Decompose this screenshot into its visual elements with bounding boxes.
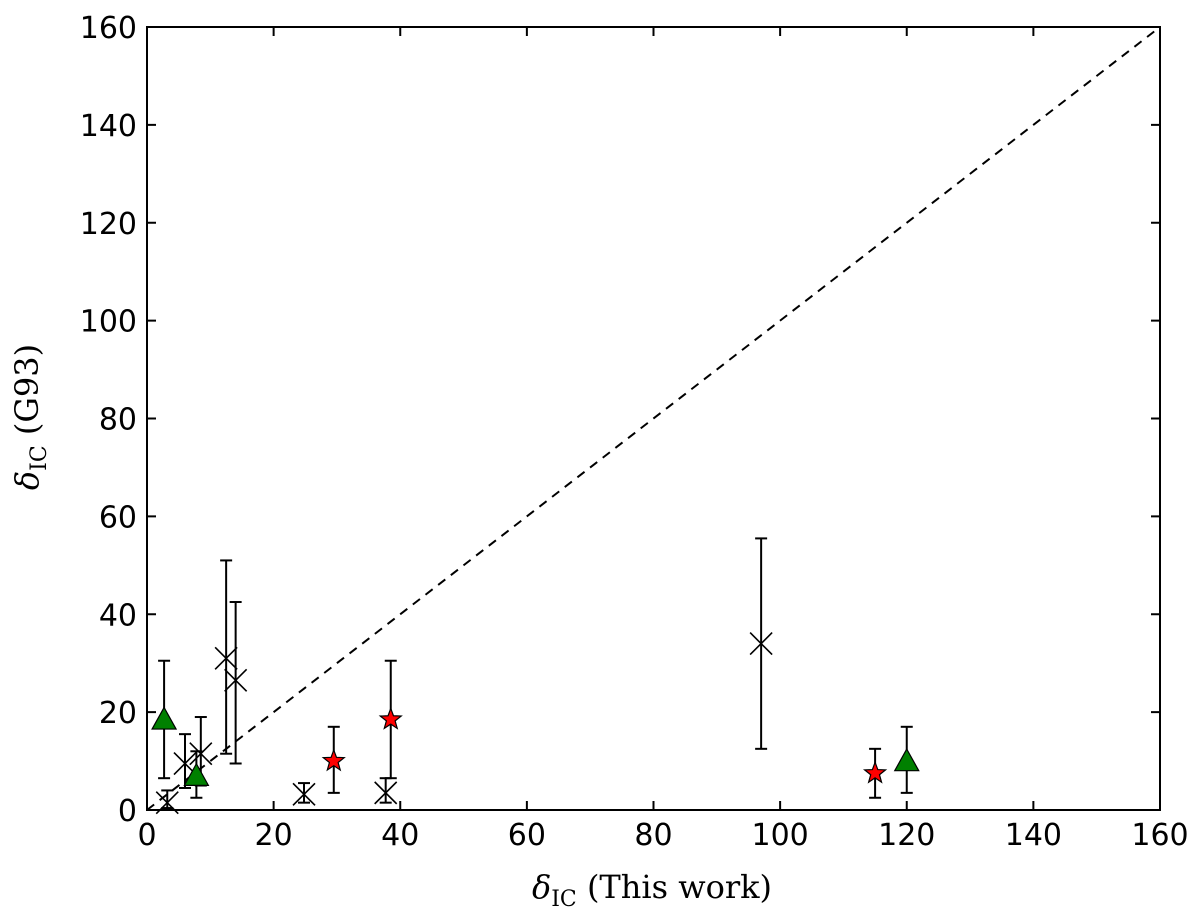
y-tick-label: 40 bbox=[99, 598, 137, 633]
y-tick-label: 80 bbox=[99, 403, 137, 438]
x-marker-stroke bbox=[292, 782, 316, 806]
x-tick-label: 40 bbox=[381, 818, 419, 853]
star-marker bbox=[321, 748, 346, 772]
x-tick-label: 0 bbox=[137, 818, 156, 853]
y-tick-label: 60 bbox=[99, 500, 137, 535]
x-marker-stroke bbox=[173, 751, 197, 776]
y-tick-label: 0 bbox=[118, 794, 137, 829]
triangle-marker bbox=[151, 706, 178, 730]
y-tick-label: 160 bbox=[80, 11, 137, 46]
x-axis-label-subscript: IC bbox=[551, 887, 577, 912]
x-tick-label: 120 bbox=[878, 818, 935, 853]
y-tick-label: 100 bbox=[80, 305, 137, 340]
x-marker bbox=[292, 782, 316, 806]
x-tick-label: 100 bbox=[751, 818, 808, 853]
x-marker bbox=[189, 742, 213, 766]
x-tick-label: 160 bbox=[1131, 818, 1188, 853]
x-tick-label: 20 bbox=[255, 818, 293, 853]
y-tick-label: 120 bbox=[80, 207, 137, 242]
x-tick-label: 140 bbox=[1005, 818, 1062, 853]
error-bar-layer bbox=[158, 537, 913, 810]
triangle-marker bbox=[183, 762, 210, 786]
x-marker-stroke bbox=[189, 742, 213, 766]
x-marker-stroke bbox=[224, 668, 248, 692]
x-marker bbox=[224, 668, 248, 692]
y-tick-label: 140 bbox=[80, 109, 137, 144]
triangle-marker bbox=[893, 747, 920, 772]
y-axis-label-text: (G93) bbox=[8, 344, 46, 445]
x-tick-label: 80 bbox=[634, 818, 672, 853]
x-marker-stroke bbox=[749, 632, 773, 656]
x-marker bbox=[374, 781, 398, 805]
x-tick-label: 60 bbox=[508, 818, 546, 853]
one-to-one-dashed-line bbox=[146, 26, 1161, 811]
x-axis-label-symbol: δ bbox=[532, 868, 551, 906]
x-axis-label: δIC (This work) bbox=[532, 868, 772, 912]
marker-layer bbox=[151, 632, 920, 815]
x-marker-stroke bbox=[374, 781, 398, 805]
star-marker bbox=[378, 706, 403, 730]
y-axis-label: δIC (G93) bbox=[8, 344, 52, 490]
star-marker bbox=[862, 760, 888, 784]
y-tick-label: 20 bbox=[99, 696, 137, 731]
x-marker bbox=[214, 646, 238, 670]
tick-layer: 0 20 40 60 80 100 120 140 160 0 20 40 60 80 100 120 140 1… bbox=[80, 11, 1189, 853]
x-marker bbox=[749, 632, 773, 656]
x-marker-stroke bbox=[214, 646, 238, 670]
x-axis-label-text: (This work) bbox=[577, 868, 772, 906]
y-axis-label-symbol: δ bbox=[8, 471, 46, 490]
y-axis-label-subscript: IC bbox=[27, 445, 52, 471]
reference-line-layer bbox=[146, 26, 1161, 811]
